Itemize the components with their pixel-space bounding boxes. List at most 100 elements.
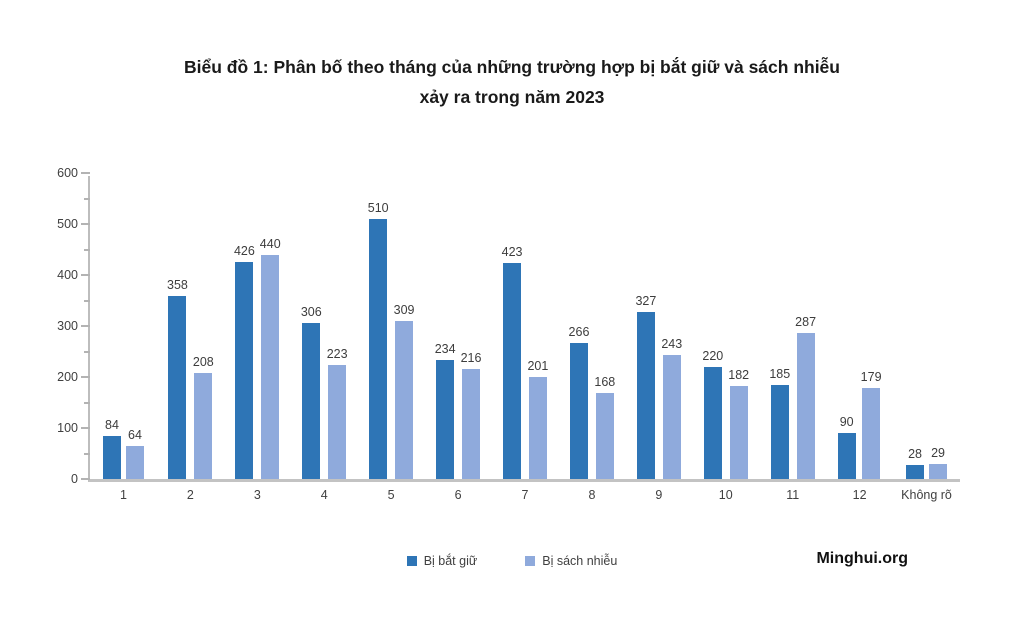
y-axis-major-tick	[81, 172, 90, 174]
bar	[569, 343, 588, 479]
bar-group: 28 29	[893, 176, 960, 479]
bar-value-label: 220	[702, 348, 724, 363]
bar-column: 182	[728, 368, 749, 479]
bar-value-label: 423	[501, 245, 523, 260]
bar-value-label: 426	[233, 243, 255, 258]
watermark: Minghui.org	[816, 550, 908, 567]
bar	[261, 254, 280, 479]
bar-group: 220 182	[692, 176, 759, 479]
bar-value-label: 216	[460, 350, 482, 365]
bar	[369, 218, 388, 479]
bar-value-label: 168	[594, 375, 616, 390]
bar-column: 220	[702, 349, 723, 479]
legend-label: Bị sách nhiễu	[542, 554, 618, 568]
bar-value-label: 185	[769, 366, 791, 381]
y-axis-tick-label: 600	[57, 166, 78, 180]
y-axis-minor-tick	[84, 197, 90, 200]
x-axis-tick-label: 12	[852, 488, 867, 502]
bar-value-label: 90	[839, 415, 854, 430]
bar-value-label: 266	[568, 325, 590, 340]
bar	[595, 393, 614, 479]
bar-column: 266	[568, 325, 590, 479]
bar	[102, 436, 121, 479]
legend-label: Bị bắt giữ	[423, 554, 478, 568]
bar-group: 510 309	[358, 176, 425, 479]
bar	[436, 359, 455, 479]
bar-column: 440	[260, 237, 281, 479]
bar-value-label: 234	[434, 341, 456, 356]
bar-value-label: 179	[860, 369, 882, 384]
bar-value-label: 84	[105, 418, 119, 433]
bar-value-label: 306	[300, 304, 322, 319]
bar	[461, 368, 480, 479]
x-axis-tick-label: 3	[253, 488, 261, 502]
bar	[328, 365, 347, 479]
y-axis-tick-label: 0	[71, 472, 78, 486]
bar-column: 84	[102, 418, 121, 479]
y-axis-major-tick	[81, 223, 90, 225]
legend-item: Bị sách nhiễu	[525, 554, 617, 568]
bar-group: 358 208	[157, 176, 224, 479]
bar	[235, 261, 254, 479]
y-axis-major-tick	[81, 427, 90, 429]
bar-column: 90	[837, 415, 856, 479]
y-axis-minor-tick	[84, 401, 90, 404]
bar	[703, 366, 722, 479]
y-axis-tick-label: 300	[57, 319, 78, 333]
bar-column: 223	[327, 347, 348, 479]
chart-title-line-2: xảy ra trong năm 2023	[419, 87, 605, 107]
x-axis-tick-label: 7	[521, 488, 529, 502]
y-axis-tick-label: 100	[57, 421, 78, 435]
bar-column: 29	[929, 446, 948, 479]
bar-value-label: 309	[393, 303, 415, 318]
bar-column: 179	[861, 370, 882, 479]
bar-group: 84 64	[90, 176, 157, 479]
bar-group: 90 179	[826, 176, 893, 479]
x-axis-tick-label: 8	[588, 488, 596, 502]
bar-column: 208	[193, 355, 214, 479]
bar	[770, 384, 789, 479]
x-axis-tick-label: Không rõ	[901, 488, 952, 502]
y-axis-tick-label: 200	[57, 370, 78, 384]
bar-column: 234	[435, 342, 456, 479]
bar-value-label: 29	[931, 446, 945, 461]
bar-column: 510	[368, 201, 389, 479]
x-axis-tick-label: 4	[320, 488, 328, 502]
bar-value-label: 223	[326, 347, 348, 362]
bar-group: 423 201	[492, 176, 559, 479]
bar-column: 185	[769, 367, 790, 479]
bar	[729, 386, 748, 479]
bar-group: 234 216	[425, 176, 492, 479]
bar-group: 327 243	[625, 176, 692, 479]
bar-value-label: 64	[128, 428, 142, 443]
y-axis-minor-tick	[84, 299, 90, 302]
x-axis-tick-label: 2	[186, 488, 194, 502]
bar-column: 426	[234, 244, 255, 479]
bar	[194, 372, 213, 479]
bar-value-label: 243	[661, 337, 683, 352]
bar-group: 426 440	[224, 176, 291, 479]
bar-groups: 84 64 358 208 426 440 306 223 510 309 234 216 423 201…	[90, 176, 960, 479]
bar-column: 168	[594, 375, 615, 479]
y-axis-minor-tick	[84, 350, 90, 353]
bar-value-label: 327	[635, 294, 657, 309]
x-axis-tick-label: 9	[655, 488, 663, 502]
bar-value-label: 358	[167, 278, 188, 293]
x-axis-tick-label: 6	[454, 488, 462, 502]
bar	[796, 332, 815, 479]
x-axis-tick-label: 1	[119, 488, 127, 502]
bar-value-label: 201	[527, 358, 549, 373]
bar-column: 64	[125, 428, 144, 479]
y-axis-major-tick	[81, 325, 90, 327]
chart-title: Biểu đồ 1: Phân bố theo tháng của những …	[0, 52, 1024, 112]
y-axis-tick-label: 400	[57, 268, 78, 282]
x-axis-labels: 1 2 3 4 5 6 7 8 9 10 11 12 Không rõ	[90, 488, 960, 502]
bar-group: 306 223	[291, 176, 358, 479]
x-axis-tick-label: 5	[387, 488, 395, 502]
bar-value-label: 510	[367, 200, 389, 215]
bar	[662, 355, 681, 479]
chart-title-line-1: Biểu đồ 1: Phân bố theo tháng của những …	[184, 57, 840, 77]
bar	[862, 387, 881, 479]
bar	[528, 376, 547, 479]
y-axis-major-tick	[81, 274, 90, 276]
